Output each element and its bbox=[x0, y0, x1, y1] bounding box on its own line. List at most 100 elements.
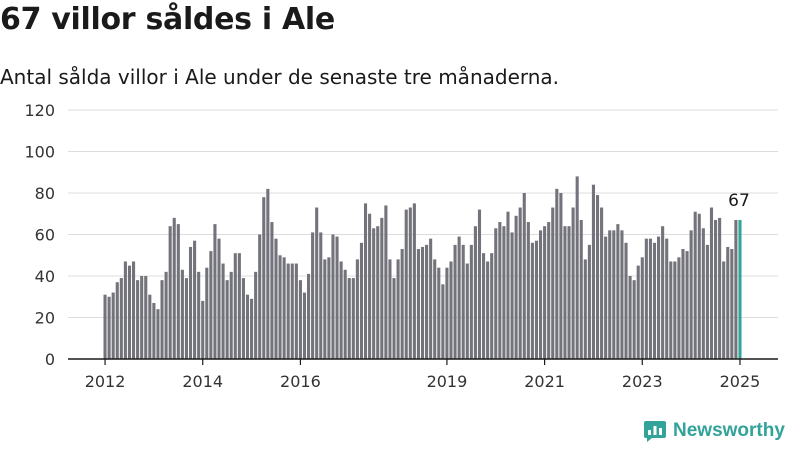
bar bbox=[648, 238, 652, 359]
bar bbox=[193, 240, 197, 359]
bar bbox=[396, 259, 400, 359]
bar bbox=[123, 261, 127, 359]
bar bbox=[494, 228, 498, 359]
bar bbox=[156, 309, 160, 359]
bar bbox=[339, 261, 343, 359]
y-tick-label: 0 bbox=[45, 350, 55, 369]
bar bbox=[323, 259, 327, 359]
bar bbox=[587, 244, 591, 359]
bar bbox=[644, 238, 648, 359]
bar bbox=[408, 207, 412, 359]
brand-name: Newsworthy bbox=[673, 420, 785, 441]
bar bbox=[510, 232, 514, 359]
bar bbox=[425, 244, 429, 359]
bar bbox=[416, 249, 420, 359]
bar bbox=[103, 294, 107, 359]
bar bbox=[490, 253, 494, 359]
bar bbox=[176, 224, 180, 359]
bar bbox=[429, 238, 433, 359]
bar bbox=[274, 238, 278, 359]
bar bbox=[575, 176, 579, 359]
bar bbox=[197, 271, 201, 359]
bar bbox=[473, 226, 477, 359]
bar bbox=[307, 273, 311, 359]
y-tick-label: 20 bbox=[35, 309, 55, 328]
chart-subtitle: Antal sålda villor i Ale under de senast… bbox=[0, 65, 560, 89]
bar bbox=[640, 257, 644, 359]
bar bbox=[445, 267, 449, 359]
chart-title: 67 villor såldes i Ale bbox=[0, 2, 335, 37]
y-tick-label: 120 bbox=[24, 101, 55, 120]
bar bbox=[331, 234, 335, 359]
x-tick-label: 2016 bbox=[280, 372, 321, 391]
bar bbox=[689, 230, 693, 359]
bar bbox=[518, 207, 522, 359]
bar bbox=[209, 251, 213, 359]
bar bbox=[677, 257, 681, 359]
x-axis: 2012 2014 2016 2019 2021 2023 2025 bbox=[68, 358, 778, 391]
bars bbox=[103, 176, 742, 359]
bar bbox=[229, 271, 233, 359]
bar bbox=[351, 278, 355, 359]
bar bbox=[628, 276, 632, 359]
bar bbox=[579, 219, 583, 359]
bar bbox=[258, 234, 262, 359]
bar bbox=[298, 280, 302, 359]
bar bbox=[359, 242, 364, 359]
bar bbox=[636, 265, 640, 359]
bar bbox=[213, 224, 217, 359]
bar bbox=[237, 253, 241, 359]
bar bbox=[477, 209, 482, 359]
bar bbox=[681, 249, 685, 359]
bar bbox=[437, 267, 441, 359]
y-tick-label: 80 bbox=[35, 184, 55, 203]
bar bbox=[612, 230, 616, 359]
bar bbox=[502, 226, 506, 359]
bar bbox=[315, 207, 319, 359]
bar bbox=[600, 207, 604, 359]
bar bbox=[669, 261, 673, 359]
bar bbox=[233, 253, 237, 359]
bar bbox=[555, 188, 559, 359]
bar bbox=[372, 228, 376, 359]
bar bbox=[620, 230, 624, 359]
bar bbox=[311, 232, 315, 359]
bar-chart-logo-icon bbox=[644, 421, 666, 442]
bar bbox=[571, 207, 575, 359]
bar bbox=[217, 238, 221, 359]
x-tick-label: 2021 bbox=[524, 372, 565, 391]
bar bbox=[412, 203, 416, 359]
bar bbox=[538, 230, 543, 359]
bar bbox=[714, 219, 718, 359]
bar bbox=[168, 226, 172, 359]
bar bbox=[140, 276, 144, 359]
bar bbox=[115, 282, 119, 359]
bar bbox=[551, 207, 555, 359]
bar bbox=[498, 222, 502, 359]
bar bbox=[164, 271, 168, 359]
bar bbox=[262, 197, 266, 359]
bar bbox=[624, 242, 628, 359]
bar bbox=[225, 280, 229, 359]
bar bbox=[595, 195, 600, 359]
x-tick-label: 2014 bbox=[182, 372, 223, 391]
bar bbox=[302, 292, 307, 359]
bar bbox=[343, 269, 347, 359]
bar bbox=[290, 263, 294, 359]
bar bbox=[368, 213, 372, 359]
bar bbox=[221, 263, 225, 359]
bar bbox=[148, 294, 152, 359]
bar bbox=[380, 217, 384, 359]
bar bbox=[665, 238, 669, 359]
bar bbox=[111, 292, 115, 359]
bar bbox=[144, 276, 148, 359]
bar-chart: 0 20 40 60 80 100 120 2012 2014 2016 2019 2021 2023… bbox=[24, 101, 778, 391]
x-tick-label: 2019 bbox=[427, 372, 468, 391]
bar bbox=[522, 193, 526, 359]
bar bbox=[547, 222, 551, 359]
bar bbox=[172, 217, 176, 359]
bar bbox=[673, 261, 677, 359]
bar bbox=[693, 211, 697, 359]
bar bbox=[701, 228, 705, 359]
bar bbox=[616, 224, 620, 359]
